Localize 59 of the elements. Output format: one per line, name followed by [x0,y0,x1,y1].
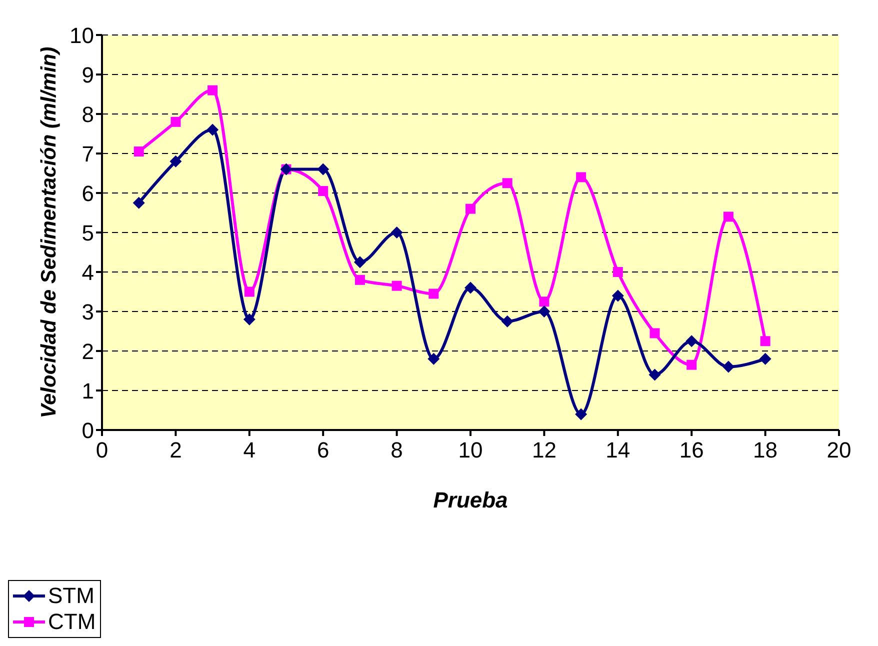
point [318,186,328,196]
point [317,163,330,176]
x-tick-label: 10 [458,438,483,463]
y-tick-label: 4 [82,260,94,285]
point [132,196,145,209]
point [354,274,365,285]
x-tick-label: 2 [170,438,182,463]
x-tick-label: 20 [826,438,852,463]
point [538,306,550,318]
y-tick-label: 1 [82,378,94,404]
point [134,146,144,157]
point [464,282,476,294]
y-tick-label: 9 [82,62,94,88]
y-tick-label: 0 [82,418,94,443]
point [686,360,697,370]
point [612,267,623,277]
point [243,313,256,326]
x-tick-label: 4 [243,438,256,463]
point [501,315,514,328]
point [722,360,734,373]
point [170,116,181,127]
y-tick-label: 7 [82,141,94,166]
x-tick-label: 16 [679,438,704,463]
point [539,296,550,307]
y-tick-label: 2 [82,338,94,364]
point [648,368,661,381]
point [428,352,440,365]
legend-label: STM [48,583,94,609]
point [206,124,219,136]
y-axis-title: Velocidad de Sedimentación (ml/min) [37,46,60,418]
point [502,178,512,188]
point [354,256,366,268]
point [208,85,218,96]
point [170,155,182,168]
x-tick-label: 14 [606,438,630,463]
point [244,286,254,297]
point [466,204,476,214]
point [428,288,439,299]
point [575,408,588,420]
point [759,352,772,365]
y-tick-label: 10 [70,22,94,48]
y-tick-label: 5 [82,220,94,246]
point [390,226,403,238]
point [686,335,698,348]
x-tick-label: 8 [390,438,403,463]
legend-label: CTM [48,609,96,635]
y-tick-label: 8 [82,102,94,127]
point [576,172,586,182]
point [723,212,734,222]
point [760,336,770,346]
y-tick-label: 6 [82,180,94,206]
y-tick-label: 3 [82,299,94,324]
point [612,290,624,302]
x-tick-label: 6 [316,438,330,463]
point [650,328,660,338]
x-axis-title: Prueba [433,488,508,513]
x-tick-label: 18 [753,438,778,463]
point [392,280,402,291]
x-tick-label: 12 [532,438,556,463]
